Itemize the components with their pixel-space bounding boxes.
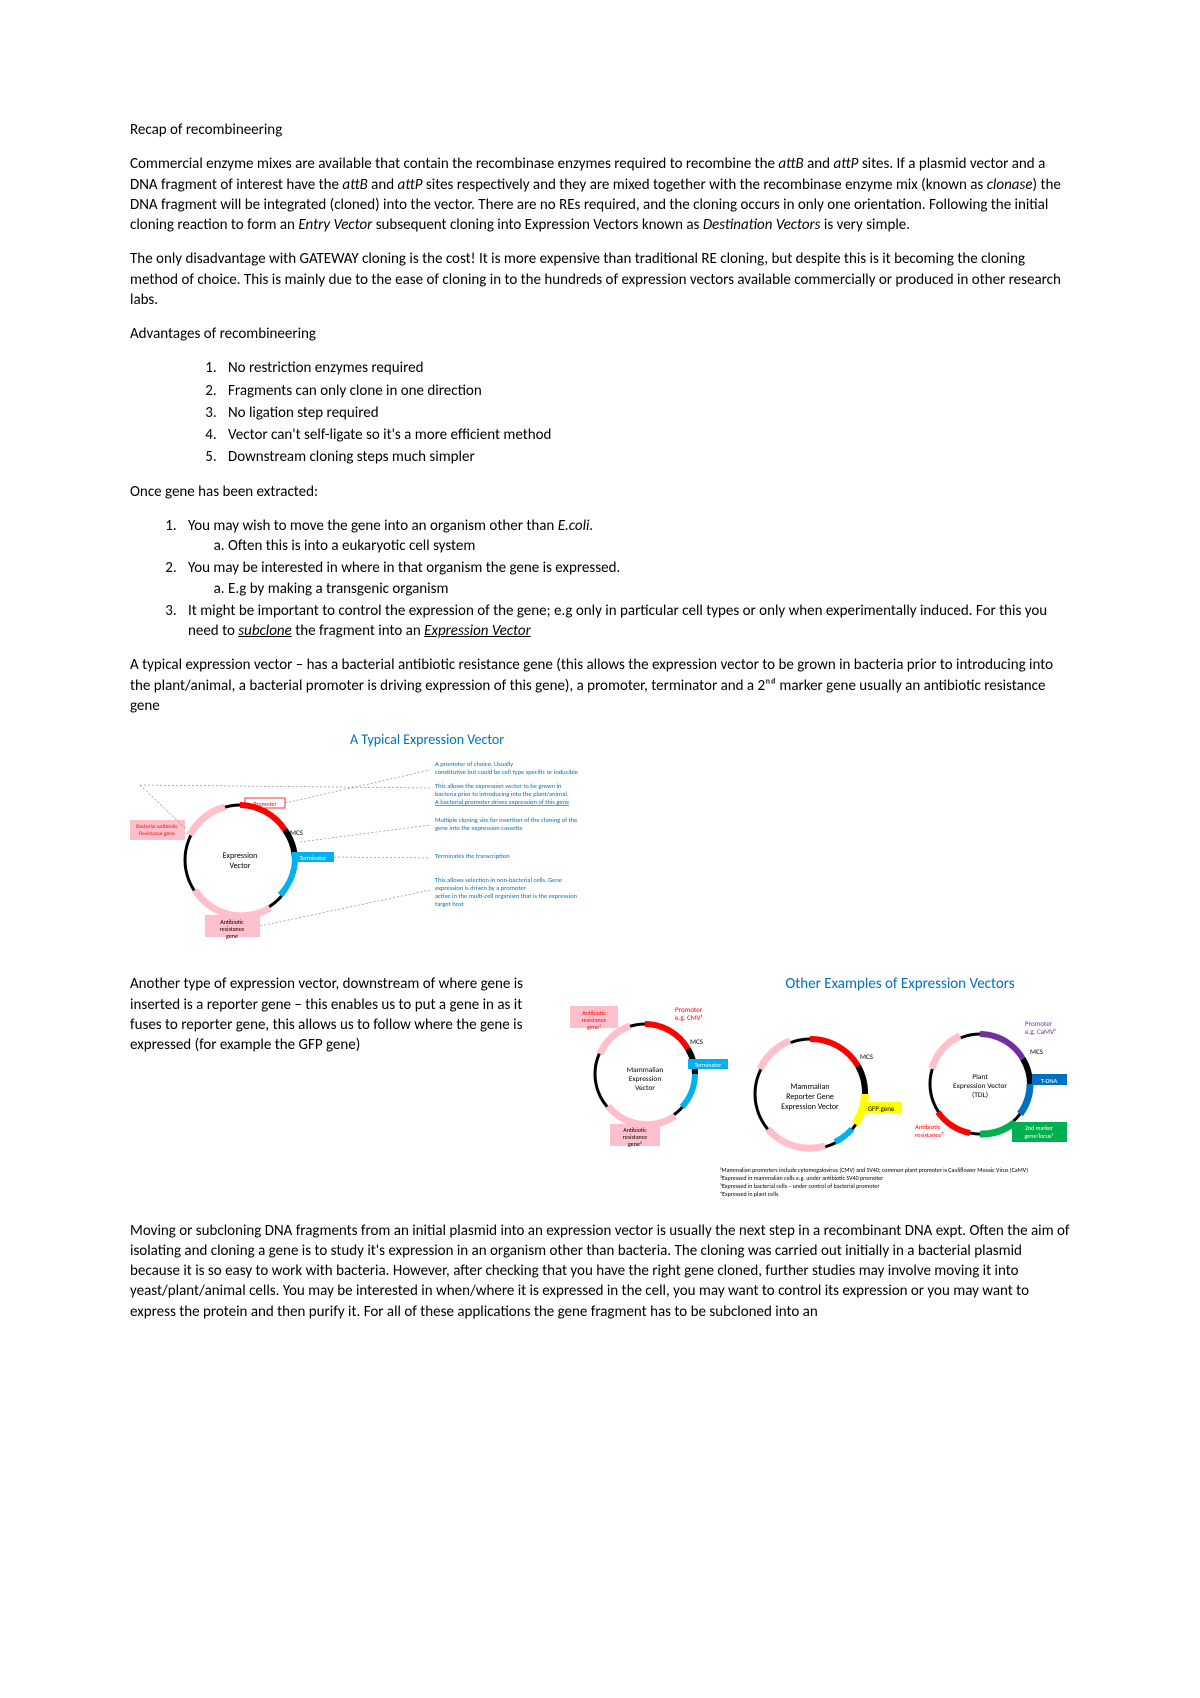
v1-mcs: MCS xyxy=(690,1037,703,1046)
paragraph-typical: A typical expression vector – has a bact… xyxy=(130,655,1070,716)
footnote: ⁴Expressed in plant cells xyxy=(720,1190,779,1198)
paragraph-reporter: Another type of expression vector, downs… xyxy=(130,974,540,1055)
advantages-list: No restriction enzymes required Fragment… xyxy=(220,358,1070,467)
v2-label: Mammalian xyxy=(791,1082,830,1092)
text: is very simple. xyxy=(821,216,911,234)
v3-label: Plant xyxy=(972,1073,988,1082)
list-item: It might be important to control the exp… xyxy=(180,601,1070,642)
v2-mcs: MCS xyxy=(860,1052,873,1061)
v3-tdna: T-DNA xyxy=(1041,1077,1058,1085)
v2-label: Reporter Gene xyxy=(786,1092,834,1102)
figure-typical-vector: A Typical Expression Vector Expression V… xyxy=(130,730,1070,966)
v1-label: Mammalian xyxy=(627,1066,664,1075)
v1-term: Terminator xyxy=(695,1061,722,1069)
v3-label: Expression Vector xyxy=(953,1082,1007,1091)
v3-marker: gene/locus⁴ xyxy=(1025,1132,1054,1140)
advantages-title: Advantages of recombineering xyxy=(130,324,1070,344)
term-expression-vector: Expression Vector xyxy=(424,622,531,640)
antires-label: gene xyxy=(226,932,238,940)
bacres-label: Bacterial antibiotic xyxy=(136,824,178,830)
list-item: No restriction enzymes required xyxy=(220,358,1070,378)
v3-antires: resistance³ xyxy=(915,1131,944,1139)
v3-label: (TDL) xyxy=(972,1090,988,1100)
text: and xyxy=(368,176,398,194)
list-item: You may wish to move the gene into an or… xyxy=(180,516,1070,557)
fig1-note3: gene into the expression cassette xyxy=(435,824,523,832)
text: You may wish to move the gene into an or… xyxy=(188,517,558,535)
fig1-note2: bacteria prior to introducing into the p… xyxy=(435,790,569,798)
text: You may be interested in where in that o… xyxy=(188,559,620,577)
text: and xyxy=(804,155,834,173)
list-item: Often this is into a eukaryotic cell sys… xyxy=(228,536,1070,556)
list-item: E.g by making a transgenic organism xyxy=(228,579,1070,599)
v1-antires: gene³ xyxy=(587,1023,601,1031)
v1-antires2: gene² xyxy=(628,1140,642,1148)
footnote: ²Expressed in mammalian cells e.g. under… xyxy=(720,1174,883,1182)
term-attB: attB xyxy=(778,155,803,173)
text: sites respectively and they are mixed to… xyxy=(423,176,987,194)
v1-label: Vector xyxy=(635,1084,655,1093)
footnote: ¹Mammalian promoters include cytomegalov… xyxy=(720,1166,1028,1174)
paragraph-intro: Commercial enzyme mixes are available th… xyxy=(130,154,1070,235)
fig1-note5: This allows selection in non-bacterial c… xyxy=(435,876,562,884)
v1-label: Expression xyxy=(629,1075,662,1084)
reporter-row: Another type of expression vector, downs… xyxy=(130,974,1070,1210)
v3-marker: 2nd marker xyxy=(1025,1124,1053,1132)
v3-mcs: MCS xyxy=(1030,1047,1043,1056)
term-attB: attB xyxy=(342,176,367,194)
term-entry-vector: Entry Vector xyxy=(298,216,372,234)
paragraph-disadvantage: The only disadvantage with GATEWAY cloni… xyxy=(130,249,1070,310)
fig1-note5: target host xyxy=(435,900,465,908)
list-item: You may be interested in where in that o… xyxy=(180,558,1070,599)
fig1-note1: A promoter of choice. Usually xyxy=(435,760,513,768)
fig1-note5: active in the multi-cell organism that i… xyxy=(435,892,578,900)
figure-other-vectors: Other Examples of Expression Vectors Mam… xyxy=(560,974,1070,1210)
list-item: Vector can't self-ligate so it's a more … xyxy=(220,425,1070,445)
list-item: No ligation step required xyxy=(220,403,1070,423)
list-item: Downstream cloning steps much simpler xyxy=(220,447,1070,467)
term-subclone: subclone xyxy=(238,622,292,640)
list-item: Fragments can only clone in one directio… xyxy=(220,381,1070,401)
v3-antires: Antibiotic xyxy=(915,1123,941,1131)
mcs-label: MCS xyxy=(290,828,303,837)
terminator-label: Terminator xyxy=(300,854,327,862)
once-list: You may wish to move the gene into an or… xyxy=(180,516,1070,642)
vector-label: Vector xyxy=(229,861,250,871)
fig1-note4: Terminates the transcription xyxy=(435,852,510,860)
fig1-title: A Typical Expression Vector xyxy=(350,731,504,748)
fig1-note5: expression is driven by a promoter xyxy=(435,884,527,892)
text: subsequent cloning into Expression Vecto… xyxy=(372,216,703,234)
fig1-note3: Multiple cloning site for insertion of t… xyxy=(435,816,577,824)
fig1-note2: This allows the expression vector to be … xyxy=(435,782,562,790)
section-title: Recap of recombineering xyxy=(130,120,1070,140)
term-attP: attP xyxy=(398,176,423,194)
term-ecoli: E.coli. xyxy=(558,517,594,535)
text: the fragment into an xyxy=(292,622,424,640)
term-clonase: clonase xyxy=(987,176,1033,194)
v3-promoter: e.g. CaMV¹ xyxy=(1025,1027,1056,1036)
vector-label: Expression xyxy=(223,851,258,861)
fig1-note1: constitutive but could be cell type spec… xyxy=(435,768,578,776)
once-title: Once gene has been extracted: xyxy=(130,482,1070,502)
fig1-note2: A bacterial promoter drives expression o… xyxy=(435,798,569,806)
v2-gfp: GFP gene xyxy=(868,1104,895,1113)
term-destination-vectors: Destination Vectors xyxy=(703,216,821,234)
bacres-label: Resistance gene xyxy=(139,831,175,837)
text: Commercial enzyme mixes are available th… xyxy=(130,155,778,173)
footnote: ³Expressed in bacterial cells – under co… xyxy=(720,1182,879,1190)
term-attP: attP xyxy=(833,155,858,173)
v1-promoter: e.g. CMV¹ xyxy=(675,1013,703,1022)
paragraph-final: Moving or subcloning DNA fragments from … xyxy=(130,1221,1070,1322)
v2-label: Expression Vector xyxy=(781,1102,839,1112)
promoter-label: Promoter xyxy=(253,800,276,808)
fig2-title: Other Examples of Expression Vectors xyxy=(785,975,1014,993)
